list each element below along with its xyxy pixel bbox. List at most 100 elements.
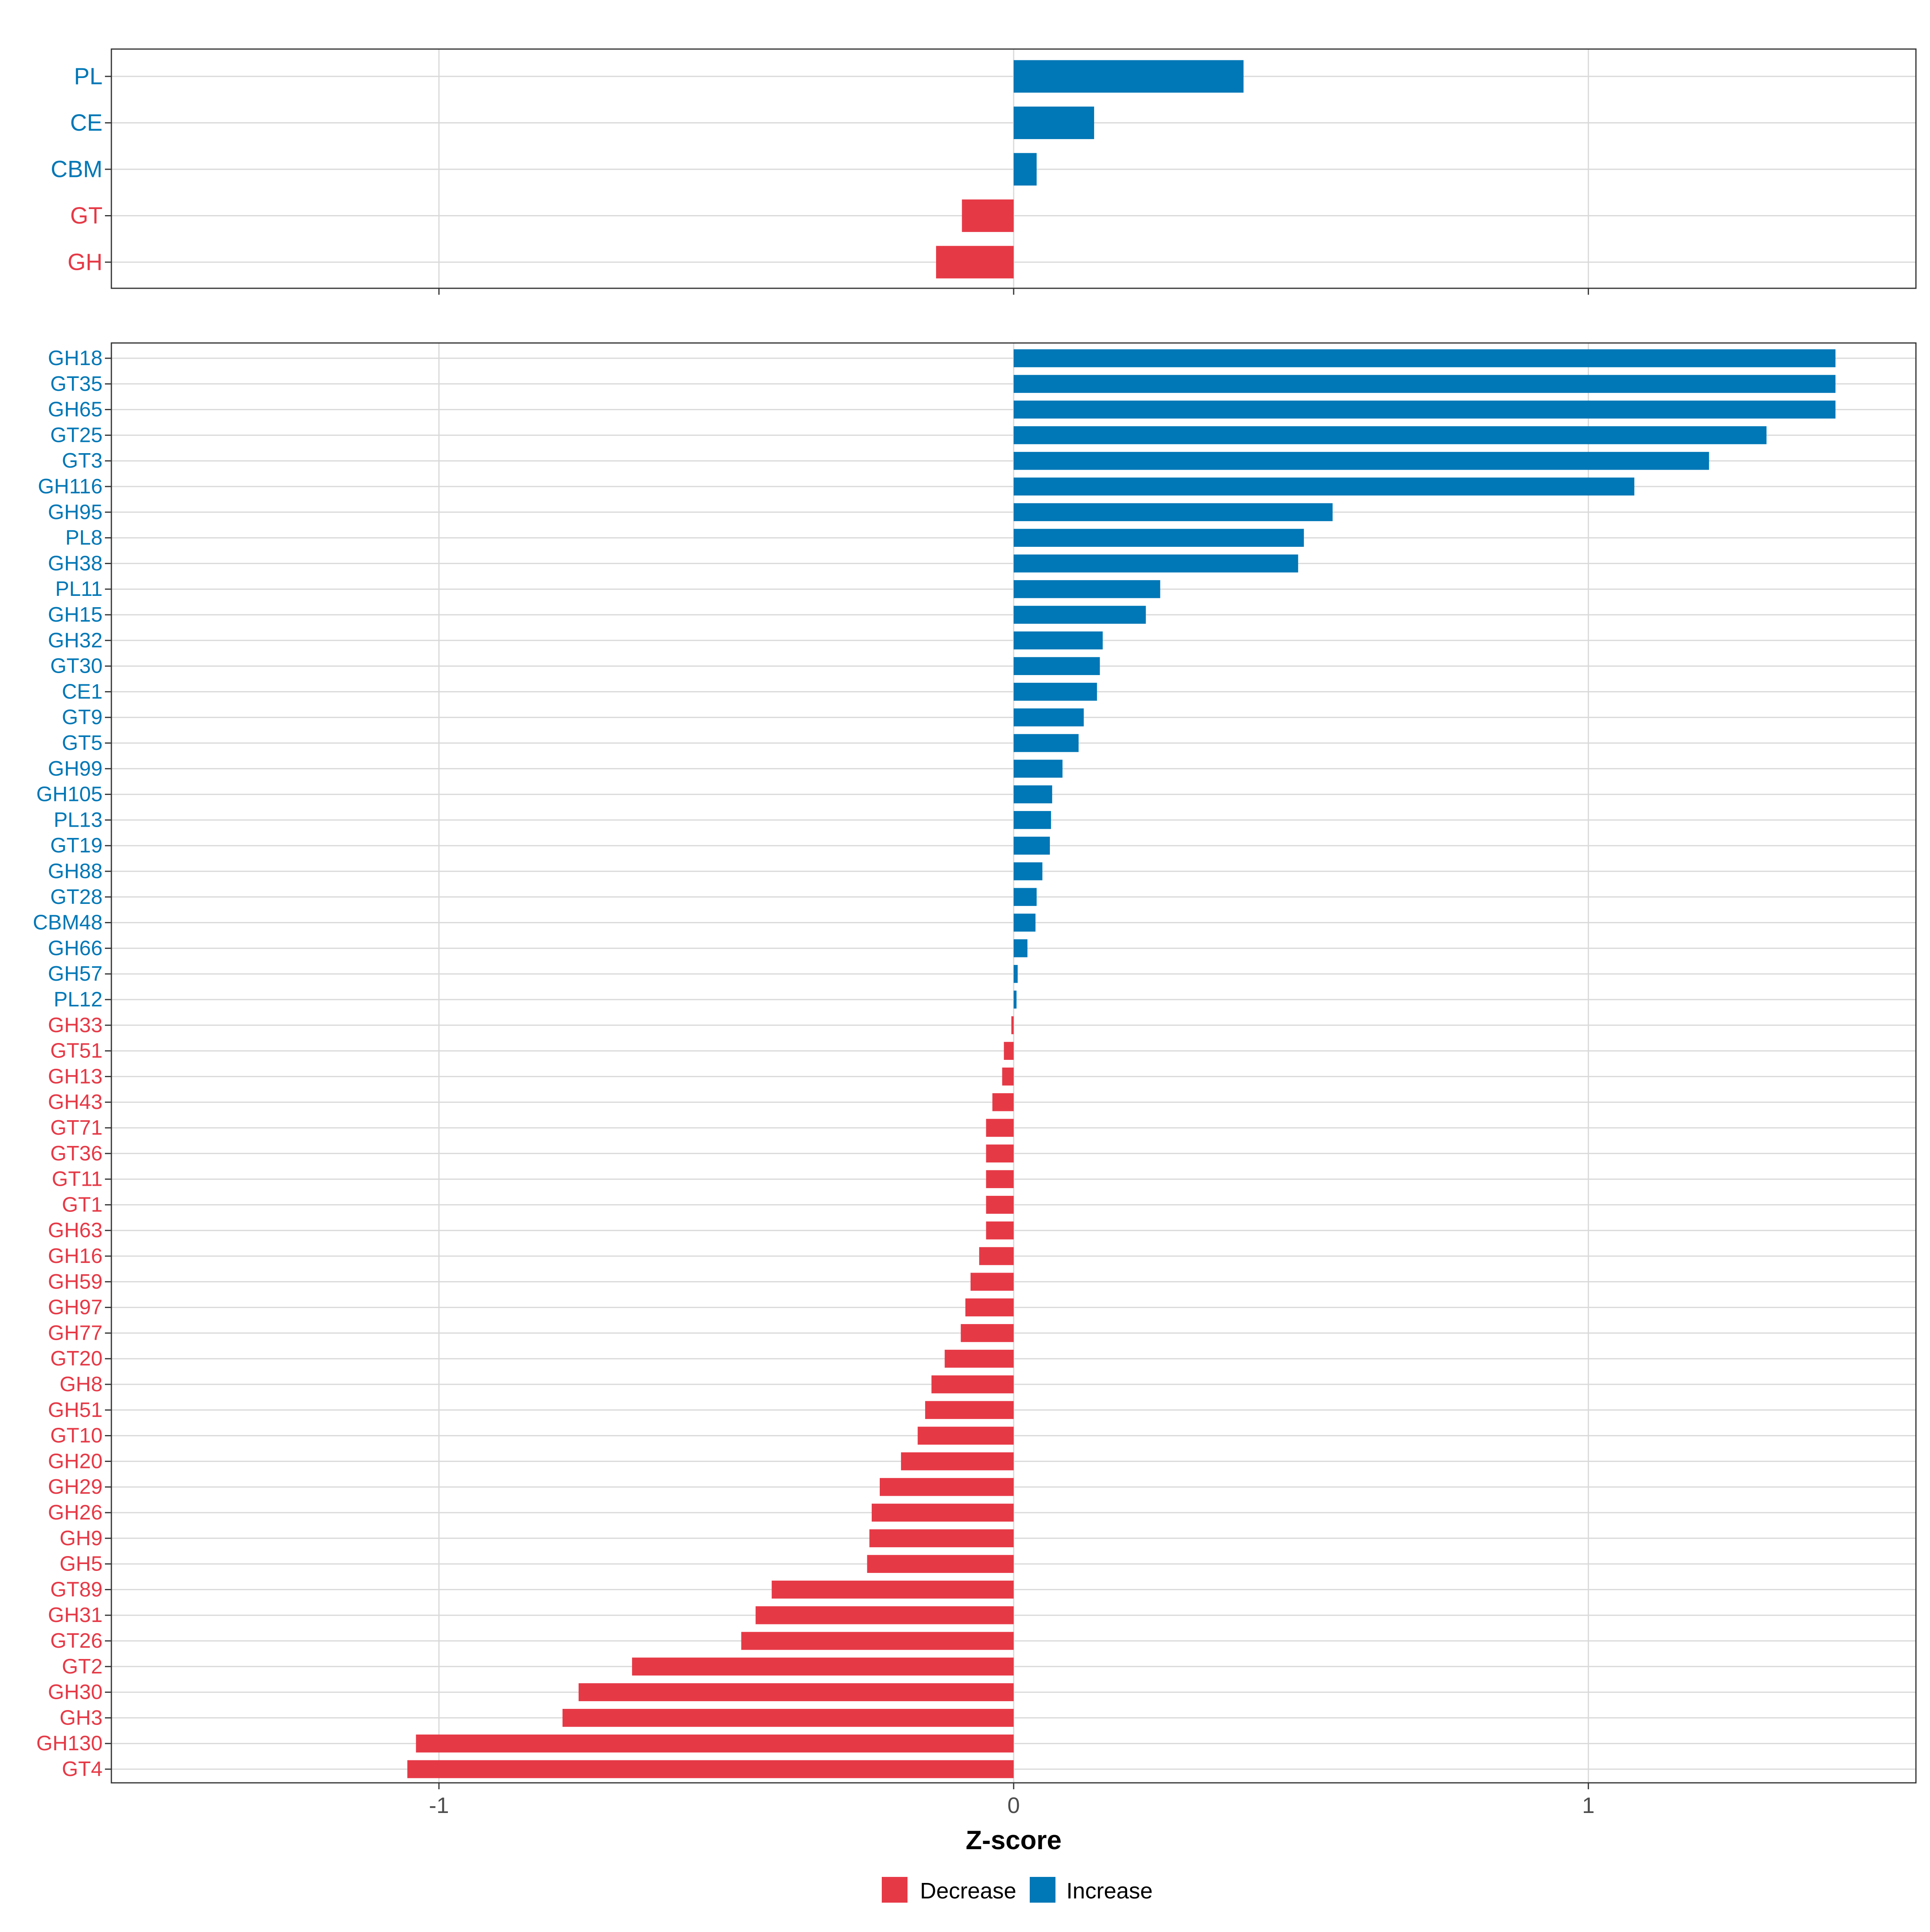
bar-PL11[interactable]	[1014, 580, 1160, 598]
bar-GH51[interactable]	[925, 1401, 1014, 1419]
bar-GT9[interactable]	[1014, 708, 1084, 727]
bar-GH18[interactable]	[1014, 349, 1836, 368]
bar-GT89[interactable]	[772, 1581, 1014, 1599]
bar-GH30[interactable]	[579, 1683, 1014, 1701]
bar-GT30[interactable]	[1014, 657, 1100, 675]
bar-CBM48[interactable]	[1014, 914, 1036, 932]
bar-GT25[interactable]	[1014, 426, 1767, 444]
x-tick-label: 0	[1007, 1792, 1020, 1818]
bar-GT1[interactable]	[986, 1196, 1014, 1214]
category-label: GH65	[48, 398, 103, 421]
category-label: GH29	[48, 1475, 103, 1499]
bar-GT19[interactable]	[1014, 836, 1050, 855]
bar-GT36[interactable]	[986, 1144, 1014, 1163]
bar-GH38[interactable]	[1014, 554, 1298, 573]
bar-GT10[interactable]	[918, 1427, 1014, 1445]
bar-GT51[interactable]	[1004, 1042, 1014, 1060]
category-label: GH9	[60, 1527, 103, 1550]
bar-GT26[interactable]	[741, 1632, 1014, 1650]
bar-GT35[interactable]	[1014, 375, 1836, 393]
category-label: GH57	[48, 962, 103, 986]
bar-GH105[interactable]	[1014, 785, 1052, 803]
bar-CBM[interactable]	[1014, 153, 1037, 186]
bar-GH20[interactable]	[901, 1452, 1014, 1470]
bar-GH88[interactable]	[1014, 862, 1043, 881]
category-label: GH	[68, 249, 103, 275]
bar-GH65[interactable]	[1014, 400, 1836, 419]
category-label: GH63	[48, 1219, 103, 1242]
bar-GH29[interactable]	[879, 1478, 1014, 1496]
category-label: GH51	[48, 1398, 103, 1422]
bar-GH43[interactable]	[992, 1093, 1014, 1111]
category-label: GH16	[48, 1244, 103, 1268]
bar-CE1[interactable]	[1014, 683, 1097, 701]
bar-GT3[interactable]	[1014, 452, 1709, 470]
category-label: GT19	[50, 834, 103, 857]
bar-PL8[interactable]	[1014, 529, 1304, 547]
bar-GH116[interactable]	[1014, 477, 1634, 496]
bar-GH26[interactable]	[871, 1503, 1014, 1522]
legend-swatch-increase	[1030, 1877, 1055, 1903]
category-label: GT10	[50, 1424, 103, 1447]
bar-PL[interactable]	[1014, 60, 1244, 93]
category-label: GH116	[38, 475, 103, 498]
bar-CE[interactable]	[1014, 107, 1094, 139]
category-label: PL11	[55, 577, 103, 601]
category-label: GT71	[50, 1116, 103, 1139]
category-label: GH88	[48, 860, 103, 883]
x-tick-label: 1	[1582, 1792, 1595, 1818]
bar-GT4[interactable]	[407, 1760, 1014, 1778]
x-axis-title: Z-score	[966, 1825, 1062, 1855]
bar-GH130[interactable]	[416, 1734, 1014, 1753]
bar-GH33[interactable]	[1011, 1016, 1014, 1035]
bar-GT11[interactable]	[986, 1170, 1014, 1188]
bar-GH97[interactable]	[965, 1298, 1014, 1316]
category-label: GH15	[48, 603, 103, 626]
bar-GH59[interactable]	[970, 1273, 1014, 1291]
bar-GH[interactable]	[936, 246, 1014, 279]
bar-GH99[interactable]	[1014, 760, 1063, 778]
bar-GH15[interactable]	[1014, 606, 1146, 624]
bar-GT2[interactable]	[632, 1657, 1014, 1676]
category-label: GH59	[48, 1270, 103, 1293]
category-label: GH8	[60, 1373, 103, 1396]
bar-GH57[interactable]	[1014, 965, 1018, 983]
bar-GH3[interactable]	[563, 1709, 1014, 1727]
bar-GT28[interactable]	[1014, 888, 1037, 906]
bar-GT20[interactable]	[944, 1349, 1014, 1368]
category-label: GT25	[50, 423, 103, 447]
category-label: GH33	[48, 1014, 103, 1037]
bar-GH63[interactable]	[986, 1221, 1014, 1240]
bar-GH9[interactable]	[869, 1529, 1014, 1548]
bar-PL13[interactable]	[1014, 811, 1051, 829]
category-label: PL13	[54, 808, 103, 832]
bar-GH8[interactable]	[931, 1375, 1014, 1394]
bar-GH31[interactable]	[756, 1606, 1014, 1624]
category-label: GT35	[50, 372, 103, 396]
category-label: GT20	[50, 1347, 103, 1370]
bar-GT71[interactable]	[986, 1119, 1014, 1137]
category-label: GT36	[50, 1142, 103, 1165]
category-label: GT51	[50, 1039, 103, 1063]
category-label: GT4	[62, 1757, 103, 1781]
category-label: GH77	[48, 1321, 103, 1345]
bar-GH5[interactable]	[867, 1555, 1014, 1573]
bar-GH13[interactable]	[1002, 1068, 1014, 1086]
category-label: GT89	[50, 1578, 103, 1601]
legend-swatch-decrease	[882, 1877, 908, 1903]
category-label: GH43	[48, 1090, 103, 1114]
category-label: GH97	[48, 1296, 103, 1319]
bar-GH77[interactable]	[961, 1324, 1014, 1342]
category-label: GH30	[48, 1681, 103, 1704]
category-label: GH38	[48, 552, 103, 575]
bar-GH32[interactable]	[1014, 631, 1103, 650]
bar-GH66[interactable]	[1014, 939, 1028, 957]
bar-GT[interactable]	[962, 199, 1014, 232]
bar-PL12[interactable]	[1014, 990, 1017, 1009]
bar-GH16[interactable]	[979, 1247, 1014, 1265]
category-label: GH66	[48, 936, 103, 960]
bar-GT5[interactable]	[1014, 734, 1079, 752]
bar-GH95[interactable]	[1014, 503, 1333, 521]
category-label: GT5	[62, 731, 103, 755]
